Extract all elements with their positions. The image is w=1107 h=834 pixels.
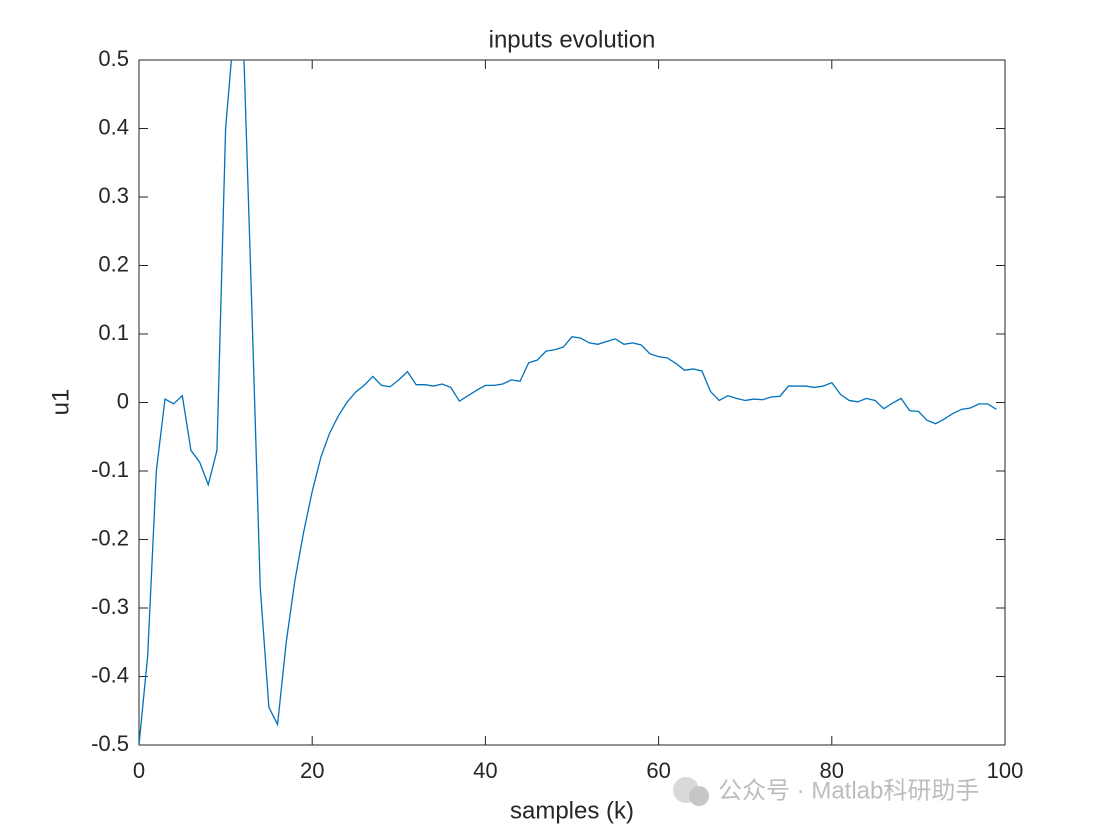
- x-tick-label: 40: [473, 758, 497, 783]
- y-tick-label: 0.3: [98, 183, 129, 208]
- y-tick-label: -0.5: [91, 731, 129, 756]
- chart-title: inputs evolution: [489, 26, 656, 53]
- y-tick-label: 0.2: [98, 251, 129, 276]
- x-tick-label: 100: [987, 758, 1024, 783]
- x-axis-label: samples (k): [510, 797, 634, 824]
- data-line: [139, 60, 997, 745]
- x-tick-label: 0: [133, 758, 145, 783]
- y-tick-label: 0.5: [98, 46, 129, 71]
- y-tick-label: 0: [117, 388, 129, 413]
- y-tick-label: 0.1: [98, 320, 129, 345]
- y-tick-label: -0.3: [91, 594, 129, 619]
- watermark: 公众号 · Matlab科研助手: [718, 777, 979, 804]
- y-tick-label: -0.4: [91, 662, 129, 687]
- y-axis-label: u1: [47, 389, 74, 416]
- x-tick-label: 80: [820, 758, 844, 783]
- watermark-group: 公众号 · Matlab科研助手: [673, 777, 979, 806]
- y-tick-label: -0.2: [91, 525, 129, 550]
- plot-box: [138, 59, 1006, 746]
- x-tick-label: 60: [646, 758, 670, 783]
- y-tick-label: 0.4: [98, 114, 129, 139]
- watermark-icon: [689, 786, 709, 806]
- y-tick-label: -0.1: [91, 457, 129, 482]
- x-tick-label: 20: [300, 758, 324, 783]
